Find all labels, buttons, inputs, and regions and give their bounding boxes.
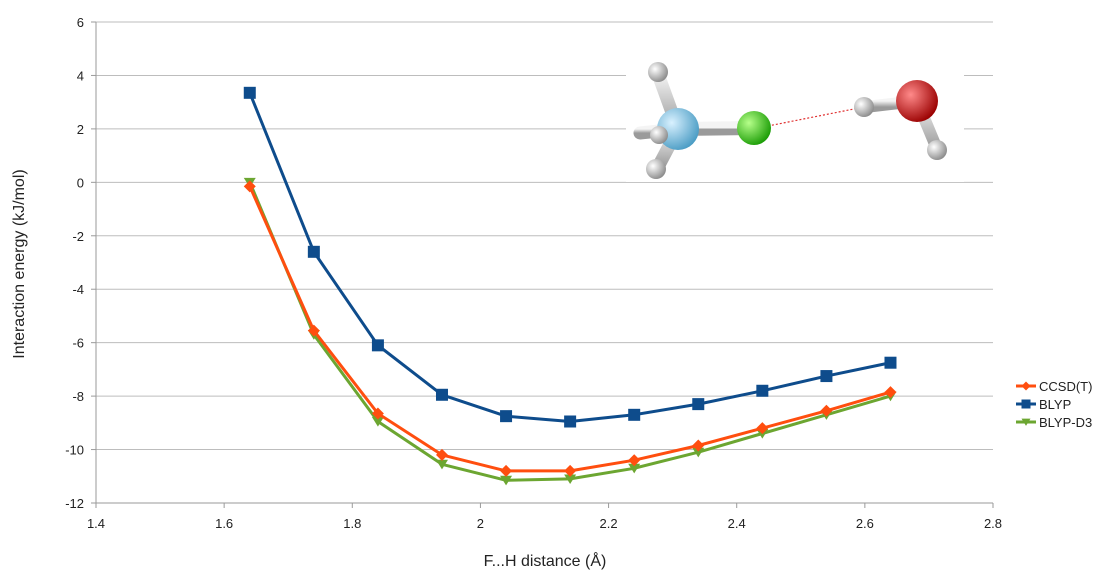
data-point bbox=[628, 454, 641, 467]
data-point bbox=[692, 398, 705, 411]
legend: CCSD(T) BLYP BLYP-D3 bbox=[1016, 379, 1092, 430]
data-point bbox=[435, 388, 448, 401]
data-point bbox=[243, 180, 256, 193]
series-CCSD(T) bbox=[243, 180, 897, 477]
oxygen-atom bbox=[896, 80, 938, 122]
y-tick-label: 6 bbox=[77, 15, 84, 30]
data-point bbox=[692, 447, 705, 458]
data-point bbox=[500, 464, 513, 477]
hydrogen-atom bbox=[854, 97, 874, 117]
series-group bbox=[243, 86, 897, 486]
hydrogen-atom bbox=[646, 159, 666, 179]
y-tick-label: -10 bbox=[65, 443, 84, 458]
series-BLYP bbox=[243, 86, 897, 428]
data-point bbox=[884, 386, 897, 399]
y-tick-label: 2 bbox=[77, 122, 84, 137]
carbon-atom bbox=[657, 108, 699, 150]
data-point bbox=[371, 416, 384, 427]
legend-entry: BLYP bbox=[1039, 397, 1071, 412]
hydrogen-bond bbox=[767, 106, 865, 127]
legend-swatch-marker bbox=[1021, 399, 1031, 409]
data-point bbox=[435, 459, 448, 470]
data-point bbox=[756, 422, 769, 435]
series-line bbox=[248, 185, 891, 473]
data-point bbox=[820, 370, 833, 383]
series-line bbox=[248, 181, 891, 482]
y-tick-label: -2 bbox=[72, 229, 84, 244]
y-tick-label: -12 bbox=[65, 496, 84, 511]
x-axis-label: F...H distance (Å) bbox=[484, 551, 607, 570]
y-axis-label: Interaction energy (kJ/mol) bbox=[11, 169, 28, 358]
x-tick-label: 2.4 bbox=[728, 516, 746, 531]
legend-swatch-marker bbox=[1021, 381, 1031, 391]
data-point bbox=[756, 384, 769, 397]
y-tick-label: -4 bbox=[72, 282, 84, 297]
data-point bbox=[564, 464, 577, 477]
x-tick-label: 1.8 bbox=[343, 516, 361, 531]
data-point bbox=[371, 407, 384, 420]
data-point bbox=[243, 86, 256, 99]
hydrogen-atom bbox=[927, 140, 947, 160]
axes bbox=[91, 21, 994, 508]
y-tick-label: 4 bbox=[77, 68, 84, 83]
data-point bbox=[820, 404, 833, 417]
data-point bbox=[307, 245, 320, 258]
data-point bbox=[307, 324, 320, 337]
y-tick-label: -6 bbox=[72, 336, 84, 351]
legend-entry: BLYP-D3 bbox=[1039, 415, 1092, 430]
x-tick-label: 2.2 bbox=[600, 516, 618, 531]
data-point bbox=[500, 410, 513, 423]
x-tick-label: 2.8 bbox=[984, 516, 1002, 531]
data-point bbox=[500, 475, 513, 486]
x-tick-label: 2.6 bbox=[856, 516, 874, 531]
molecule-illustration bbox=[626, 54, 964, 182]
x-tick-label: 2 bbox=[477, 516, 484, 531]
hydrogen-atom bbox=[650, 126, 668, 144]
data-point bbox=[628, 463, 641, 474]
data-point bbox=[884, 356, 897, 369]
x-tick-label: 1.6 bbox=[215, 516, 233, 531]
data-point bbox=[371, 339, 384, 352]
y-tick-label: -8 bbox=[72, 389, 84, 404]
tick-labels: 6 4 2 0 -2 -4 -6 -8 -10 -121.4 1.6 1.8 2 2.2 2.4 2.6 2.8 bbox=[65, 15, 1002, 531]
x-tick-label: 1.4 bbox=[87, 516, 105, 531]
data-point bbox=[628, 408, 641, 421]
legend-entry: CCSD(T) bbox=[1039, 379, 1092, 394]
series-BLYP-D3 bbox=[243, 177, 897, 486]
fluorine-atom bbox=[737, 111, 771, 145]
legend-swatch-marker bbox=[1021, 418, 1031, 426]
hydrogen-atom bbox=[648, 62, 668, 82]
data-point bbox=[564, 415, 577, 428]
data-point bbox=[564, 474, 577, 485]
data-point bbox=[692, 439, 705, 452]
data-point bbox=[435, 448, 448, 461]
y-tick-label: 0 bbox=[77, 175, 84, 190]
